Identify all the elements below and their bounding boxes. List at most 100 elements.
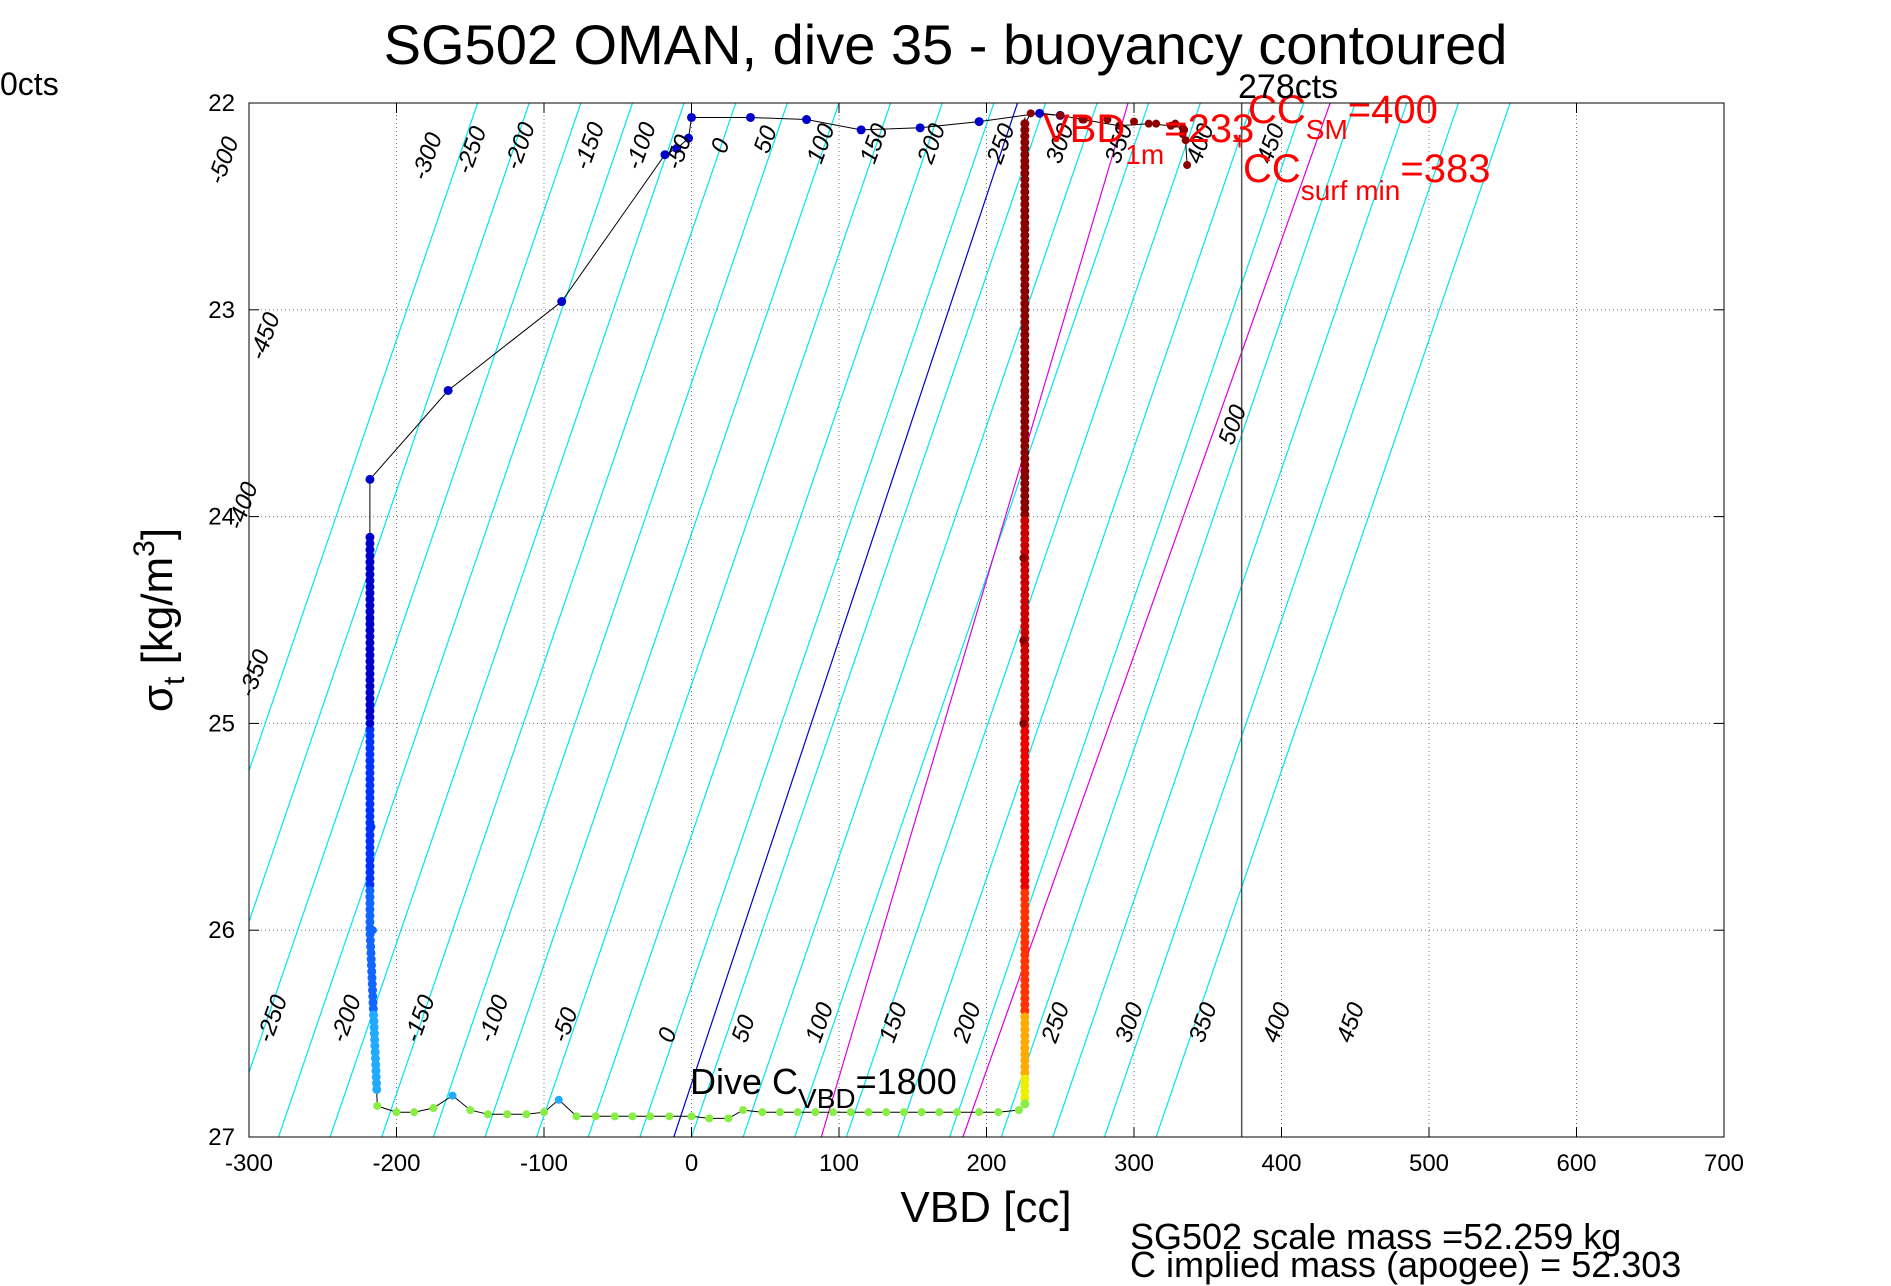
ascent-point bbox=[410, 1108, 419, 1117]
descent-point bbox=[1020, 212, 1030, 222]
ascent-point bbox=[365, 805, 375, 815]
cc-surf-sub: surf min bbox=[1301, 175, 1401, 206]
contour-label-bottom: -250 bbox=[251, 991, 293, 1046]
x-tick-label: -200 bbox=[372, 1150, 420, 1177]
descent-point bbox=[1026, 109, 1035, 118]
ascent-point bbox=[365, 694, 375, 704]
dive-c-main: Dive C bbox=[690, 1061, 798, 1102]
y-tick-label: 22 bbox=[208, 90, 235, 117]
cc-surf-annotation: CCsurf min=383 bbox=[1243, 147, 1490, 206]
ascent-point bbox=[365, 867, 375, 877]
descent-point bbox=[1020, 776, 1030, 786]
ascent-point bbox=[665, 1112, 674, 1121]
ascent-point bbox=[365, 725, 375, 735]
ascent-point bbox=[370, 1029, 379, 1038]
descent-point bbox=[1020, 255, 1030, 265]
vbd-1m-value: =233 bbox=[1164, 107, 1254, 151]
contour-line bbox=[432, 103, 788, 1137]
cc-sm-sub: SM bbox=[1306, 114, 1348, 145]
descent-point bbox=[1020, 894, 1030, 904]
descent-point bbox=[1020, 460, 1030, 470]
descent-point bbox=[1020, 882, 1030, 892]
descent-point bbox=[1020, 454, 1030, 464]
descent-point bbox=[1020, 373, 1030, 383]
reference-line bbox=[673, 103, 1019, 1137]
ascent-point bbox=[365, 582, 375, 592]
descent-point bbox=[1020, 621, 1030, 631]
x-tick-label: 0 bbox=[685, 1150, 698, 1177]
contour-line bbox=[1103, 103, 1460, 1137]
descent-point bbox=[1020, 820, 1030, 830]
descent-point bbox=[1020, 249, 1030, 259]
descent-point bbox=[1020, 1074, 1030, 1084]
x-tick-label: 400 bbox=[1261, 1150, 1301, 1177]
descent-point bbox=[1020, 962, 1030, 972]
contour-line bbox=[742, 103, 1098, 1137]
ascent-point bbox=[365, 892, 375, 902]
descent-point bbox=[1020, 733, 1030, 743]
ascent-point bbox=[365, 625, 375, 635]
ascent-point bbox=[746, 112, 755, 122]
cc-sm-annotation: CCSM=400 bbox=[1248, 88, 1438, 145]
descent-point bbox=[1020, 388, 1029, 397]
descent-point bbox=[1020, 770, 1030, 780]
ascent-point bbox=[953, 1108, 961, 1117]
contour-label-bottom: 450 bbox=[1331, 999, 1370, 1046]
descent-point bbox=[1020, 584, 1030, 594]
descent-point bbox=[1020, 1037, 1030, 1047]
ascent-point bbox=[829, 1108, 838, 1117]
ascent-point bbox=[365, 706, 375, 716]
contour-label-top: -100 bbox=[620, 118, 662, 173]
footer-implied-rest: implied mass (apogee) = 52.303 bbox=[1156, 1244, 1682, 1285]
descent-point bbox=[1020, 696, 1030, 706]
contour-label-bottom: -150 bbox=[399, 991, 441, 1046]
descent-point bbox=[1020, 1068, 1030, 1078]
contour-label-top: 500 bbox=[1213, 401, 1252, 448]
reference-line bbox=[962, 103, 1331, 1137]
ascent-point bbox=[846, 1108, 855, 1117]
descent-point bbox=[1020, 987, 1030, 997]
ascent-point bbox=[365, 687, 375, 697]
ascent-point bbox=[365, 681, 375, 691]
descent-point bbox=[1020, 938, 1030, 948]
descent-point bbox=[1020, 795, 1030, 805]
ascent-point bbox=[365, 538, 375, 548]
ascent-point bbox=[365, 911, 375, 921]
chart-title: SG502 OMAN, dive 35 - buoyancy contoured bbox=[383, 13, 1508, 76]
descent-point bbox=[1020, 510, 1030, 520]
ascent-point bbox=[365, 830, 375, 840]
descent-point bbox=[1020, 801, 1030, 811]
y-tick-label: 25 bbox=[208, 710, 235, 737]
descent-point bbox=[1020, 187, 1030, 197]
contour-line bbox=[536, 103, 892, 1137]
ascent-point bbox=[899, 1108, 908, 1117]
descent-point bbox=[1103, 115, 1112, 124]
ascent-point bbox=[882, 1108, 891, 1117]
descent-point bbox=[1020, 1049, 1030, 1059]
ascent-point bbox=[522, 1110, 531, 1119]
ascent-point bbox=[365, 855, 375, 865]
descent-point bbox=[1020, 150, 1030, 160]
descent-point bbox=[1020, 416, 1030, 426]
descent-point bbox=[1020, 671, 1030, 681]
descent-point bbox=[1020, 268, 1030, 278]
ascent-point bbox=[365, 719, 374, 728]
descent-point bbox=[1020, 1055, 1030, 1065]
vbd-1m-sub: 1m bbox=[1125, 139, 1164, 170]
plus-marker: + bbox=[1232, 126, 1247, 156]
contour-line bbox=[639, 103, 995, 1137]
vbd-1m-main: VBD bbox=[1043, 107, 1125, 151]
dive-c-sub: VBD bbox=[798, 1083, 856, 1114]
ascent-point bbox=[365, 861, 375, 871]
ascent-point bbox=[935, 1108, 944, 1117]
descent-point bbox=[1020, 851, 1030, 861]
ascent-point bbox=[365, 576, 375, 586]
ascent-point bbox=[443, 385, 453, 395]
ascent-point bbox=[365, 780, 375, 790]
contour-line bbox=[1052, 103, 1408, 1137]
ascent-point bbox=[365, 675, 375, 685]
contour-label-bottom: 50 bbox=[726, 1011, 761, 1046]
descent-point bbox=[1020, 596, 1030, 606]
descent-point bbox=[1020, 1043, 1030, 1053]
footer-implied-c: C bbox=[1130, 1244, 1156, 1285]
